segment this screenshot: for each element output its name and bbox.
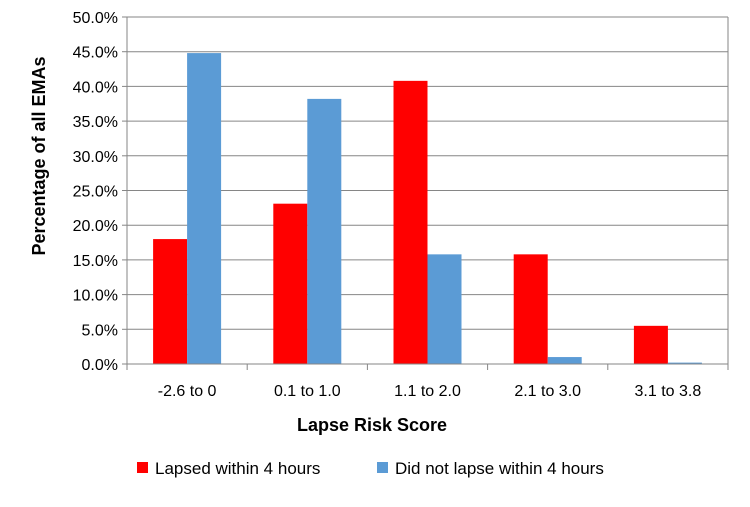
y-tick-label: 45.0%	[73, 45, 118, 62]
bar-lapsed	[393, 80, 428, 365]
x-tick-labels: -2.6 to 0 0.1 to 1.0 1.1 to 2.0 2.1 to 3.0 3…	[158, 383, 702, 400]
y-tick-label: 35.0%	[73, 114, 118, 131]
bar-not-lapsed	[667, 362, 702, 364]
x-tick-label: -2.6 to 0	[158, 383, 217, 400]
y-tick-label: 0.0%	[82, 357, 118, 374]
x-axis-title: Lapse Risk Score	[297, 415, 447, 435]
bar-not-lapsed	[307, 98, 342, 364]
legend-swatch	[377, 462, 388, 473]
y-tick-label: 50.0%	[73, 10, 118, 27]
x-tick-label: 3.1 to 3.8	[635, 383, 702, 400]
bars	[153, 53, 702, 365]
bar-lapsed	[513, 254, 548, 364]
y-tick-label: 25.0%	[73, 184, 118, 201]
y-tick-labels: 0.0% 5.0% 10.0% 15.0% 20.0% 25.0% 30.0% 35.0% 40…	[73, 10, 118, 374]
bar-lapsed	[633, 325, 668, 364]
bar-not-lapsed	[187, 53, 222, 364]
y-tick-label: 5.0%	[82, 322, 118, 339]
axes	[122, 16, 729, 370]
y-tick-label: 15.0%	[73, 253, 118, 270]
legend-label: Did not lapse within 4 hours	[395, 459, 604, 478]
bar-lapsed	[273, 203, 308, 364]
legend-label: Lapsed within 4 hours	[155, 459, 320, 478]
x-tick-label: 0.1 to 1.0	[274, 383, 341, 400]
x-tick-label: 2.1 to 3.0	[514, 383, 581, 400]
y-axis-title: Percentage of all EMAs	[29, 56, 49, 255]
bar-not-lapsed	[547, 357, 582, 364]
y-tick-label: 40.0%	[73, 79, 118, 96]
legend-swatch	[137, 462, 148, 473]
legend: Lapsed within 4 hours Did not lapse withi…	[137, 459, 604, 478]
y-tick-label: 10.0%	[73, 288, 118, 305]
x-tick-label: 1.1 to 2.0	[394, 383, 461, 400]
bar-lapsed	[153, 239, 188, 364]
y-tick-label: 20.0%	[73, 218, 118, 235]
y-tick-label: 30.0%	[73, 149, 118, 166]
bar-not-lapsed	[427, 254, 462, 364]
